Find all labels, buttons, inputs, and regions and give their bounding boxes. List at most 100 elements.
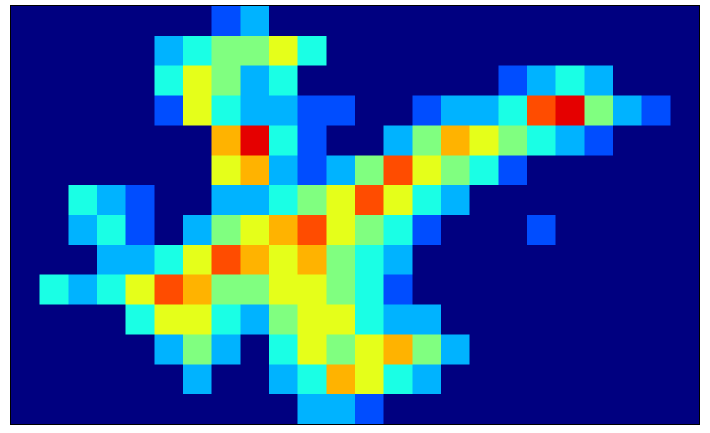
heatmap-cell (556, 66, 585, 96)
heatmap-cell (613, 36, 642, 66)
heatmap-cell (441, 36, 470, 66)
heatmap-cell (613, 245, 642, 275)
heatmap-cell (613, 155, 642, 185)
heatmap-cell (298, 275, 327, 305)
heatmap-cell (298, 305, 327, 335)
heatmap-cell (97, 305, 126, 335)
heatmap-cell (68, 185, 97, 215)
heatmap-cell (642, 275, 671, 305)
heatmap-cell (154, 275, 183, 305)
heatmap-cell (441, 185, 470, 215)
heatmap-cell (412, 185, 441, 215)
heatmap-cell (670, 245, 699, 275)
heatmap-cell (441, 394, 470, 424)
heatmap-cell (240, 36, 269, 66)
heatmap-cell (355, 155, 384, 185)
heatmap-cell (384, 305, 413, 335)
heatmap-cell (355, 334, 384, 364)
heatmap-cell (670, 125, 699, 155)
heatmap-cell (584, 334, 613, 364)
heatmap-cell (11, 305, 40, 335)
heatmap-cell (355, 6, 384, 36)
heatmap-cell (298, 125, 327, 155)
heatmap-cell (355, 36, 384, 66)
heatmap-cell (384, 275, 413, 305)
heatmap-cell (470, 215, 499, 245)
heatmap-cell (355, 364, 384, 394)
heatmap-cell (470, 125, 499, 155)
heatmap-cell (212, 364, 241, 394)
heatmap-cell (355, 394, 384, 424)
heatmap-cell (183, 215, 212, 245)
heatmap-cell (298, 394, 327, 424)
heatmap-cell (240, 185, 269, 215)
heatmap-cell (126, 155, 155, 185)
heatmap-cell (154, 6, 183, 36)
heatmap-cell (11, 334, 40, 364)
page: {"chart_data": {"type": "heatmap", "cmap… (0, 0, 710, 433)
heatmap-cell (298, 66, 327, 96)
heatmap-cell (355, 305, 384, 335)
heatmap-cell (326, 96, 355, 126)
heatmap-cell (154, 185, 183, 215)
heatmap-cell (97, 394, 126, 424)
heatmap-cell (212, 215, 241, 245)
heatmap-cell (470, 334, 499, 364)
heatmap-cell (670, 66, 699, 96)
heatmap-cell (584, 394, 613, 424)
heatmap-cell (470, 364, 499, 394)
heatmap-cell (68, 66, 97, 96)
heatmap-cell (40, 394, 69, 424)
heatmap-cell (326, 364, 355, 394)
heatmap-cell (556, 125, 585, 155)
heatmap-cell (68, 364, 97, 394)
heatmap-cell (154, 245, 183, 275)
heatmap-cell (441, 215, 470, 245)
heatmap-cell (470, 394, 499, 424)
heatmap-cell (527, 334, 556, 364)
heatmap-cell (527, 185, 556, 215)
heatmap-cell (68, 275, 97, 305)
heatmap-cell (40, 364, 69, 394)
heatmap-cell (68, 155, 97, 185)
heatmap-cell (584, 185, 613, 215)
heatmap-cell (154, 66, 183, 96)
heatmap-cell (326, 185, 355, 215)
heatmap-cell (240, 305, 269, 335)
heatmap-cell (212, 6, 241, 36)
heatmap-cell (642, 155, 671, 185)
heatmap-cell (68, 215, 97, 245)
heatmap-cell (154, 125, 183, 155)
heatmap-cell (326, 334, 355, 364)
heatmap-cell (326, 6, 355, 36)
heatmap-cell (126, 66, 155, 96)
heatmap-cell (441, 334, 470, 364)
heatmap-cell (154, 215, 183, 245)
heatmap-cell (212, 185, 241, 215)
heatmap-cell (183, 275, 212, 305)
heatmap-cell (670, 334, 699, 364)
heatmap-cell (240, 155, 269, 185)
heatmap-cell (126, 364, 155, 394)
heatmap-cell (498, 334, 527, 364)
heatmap-cell (97, 6, 126, 36)
heatmap-cell (613, 96, 642, 126)
heatmap-cell (355, 245, 384, 275)
heatmap-cell (642, 334, 671, 364)
heatmap-cell (97, 155, 126, 185)
heatmap-cell (642, 6, 671, 36)
heatmap-cell (269, 6, 298, 36)
heatmap-cell (355, 215, 384, 245)
heatmap-cell (126, 245, 155, 275)
heatmap-cell (642, 96, 671, 126)
heatmap-cell (183, 394, 212, 424)
heatmap-cell (556, 245, 585, 275)
heatmap-cell (154, 96, 183, 126)
heatmap-cell (527, 125, 556, 155)
heatmap-cell (670, 394, 699, 424)
heatmap-cell (441, 364, 470, 394)
heatmap-cell (470, 275, 499, 305)
heatmap-cell (498, 36, 527, 66)
heatmap-cell (412, 364, 441, 394)
heatmap-cell (584, 6, 613, 36)
